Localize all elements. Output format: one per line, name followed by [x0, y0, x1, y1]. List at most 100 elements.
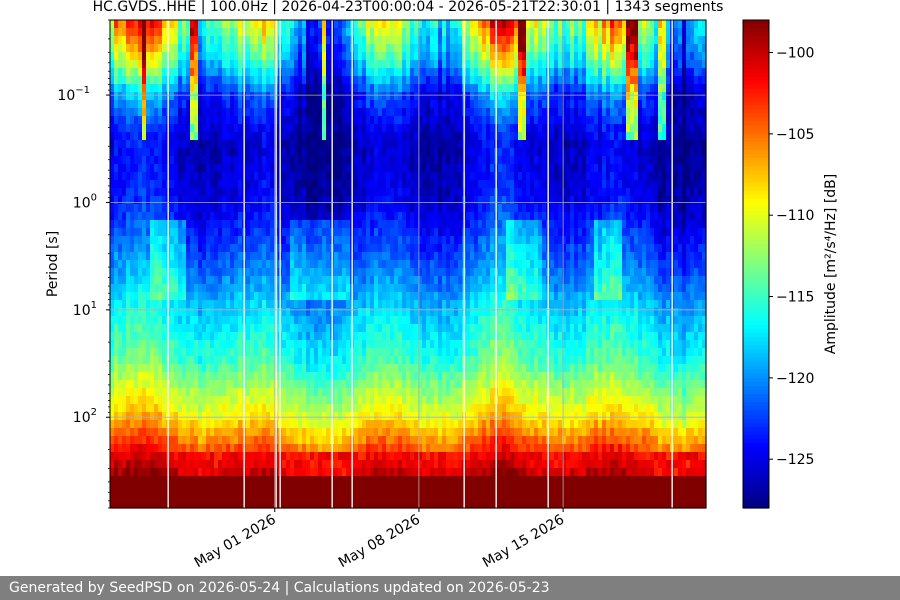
heatmap-cell — [130, 284, 135, 293]
heatmap-cell — [246, 164, 251, 173]
heatmap-cell — [222, 468, 227, 477]
heatmap-cell — [418, 28, 423, 37]
heatmap-cell — [286, 148, 291, 157]
heatmap-cell — [246, 180, 251, 189]
heatmap-cell — [334, 84, 339, 93]
heatmap-cell — [334, 316, 339, 325]
heatmap-cell — [370, 28, 375, 37]
heatmap-cell — [126, 52, 131, 61]
heatmap-cell — [302, 428, 307, 437]
heatmap-cell — [382, 20, 387, 29]
heatmap-cell — [398, 276, 403, 285]
heatmap-cell — [310, 20, 315, 29]
heatmap-cell — [362, 196, 367, 205]
heatmap-cell — [282, 484, 287, 493]
heatmap-cell — [410, 268, 415, 277]
heatmap-cell — [282, 36, 287, 45]
heatmap-cell — [386, 180, 391, 189]
heatmap-cell — [338, 132, 343, 141]
heatmap-cell — [298, 332, 303, 341]
heatmap-cell — [210, 396, 215, 405]
heatmap-cell — [286, 140, 291, 149]
heatmap-cell — [226, 388, 231, 397]
heatmap-cell — [226, 148, 231, 157]
heatmap-cell — [426, 140, 431, 149]
heatmap-cell — [210, 124, 215, 133]
heatmap-cell — [266, 172, 271, 181]
heatmap-cell — [226, 460, 231, 469]
heatmap-cell — [198, 244, 203, 253]
heatmap-cell — [302, 268, 307, 277]
heatmap-cell — [394, 388, 399, 397]
heatmap-cell — [410, 212, 415, 221]
heatmap-cell — [262, 180, 267, 189]
heatmap-cell — [118, 268, 123, 277]
heatmap-cell — [322, 36, 327, 45]
heatmap-cell — [370, 204, 375, 213]
heatmap-cell — [130, 180, 135, 189]
heatmap-cell — [258, 332, 263, 341]
heatmap-cell — [382, 156, 387, 165]
heatmap-cell — [254, 500, 259, 509]
heatmap-cell — [406, 332, 411, 341]
heatmap-cell — [434, 148, 439, 157]
heatmap-cell — [198, 444, 203, 453]
heatmap-cell — [434, 164, 439, 173]
heatmap-cell — [298, 148, 303, 157]
heatmap-cell — [258, 276, 263, 285]
heatmap-cell — [118, 20, 123, 29]
heatmap-cell — [130, 356, 135, 365]
heatmap-cell — [162, 260, 167, 269]
heatmap-cell — [270, 468, 275, 477]
heatmap-cell — [338, 220, 343, 229]
heatmap-cell — [306, 356, 311, 365]
heatmap-cell — [198, 340, 203, 349]
heatmap-cell — [378, 420, 383, 429]
heatmap-cell — [366, 348, 371, 357]
heatmap-cell — [266, 444, 271, 453]
heatmap-cell — [386, 420, 391, 429]
heatmap-cell — [210, 420, 215, 429]
heatmap-cell — [186, 492, 191, 501]
heatmap-cell — [122, 340, 127, 349]
heatmap-cell — [110, 204, 115, 213]
heatmap-cell — [126, 236, 131, 245]
heatmap-cell — [418, 20, 423, 29]
heatmap-cell — [238, 164, 243, 173]
heatmap-cell — [246, 492, 251, 501]
heatmap-cell — [158, 180, 163, 189]
heatmap-cell — [286, 236, 291, 245]
heatmap-cell — [382, 396, 387, 405]
heatmap-cell — [338, 468, 343, 477]
heatmap-cell — [226, 164, 231, 173]
heatmap-cell — [334, 364, 339, 373]
heatmap-cell — [150, 244, 155, 253]
heatmap-cell — [138, 268, 143, 277]
heatmap-cell — [410, 100, 415, 109]
heatmap-cell — [138, 124, 143, 133]
heatmap-cell — [322, 116, 327, 125]
heatmap-cell — [374, 284, 379, 293]
heatmap-cell — [282, 500, 287, 509]
heatmap-cell — [222, 52, 227, 61]
heatmap-cell — [290, 172, 295, 181]
heatmap-cell — [170, 220, 175, 229]
heatmap-cell — [382, 180, 387, 189]
heatmap-cell — [258, 52, 263, 61]
heatmap-cell — [138, 412, 143, 421]
heatmap-cell — [210, 364, 215, 373]
heatmap-cell — [150, 436, 155, 445]
heatmap-cell — [326, 84, 331, 93]
heatmap-cell — [170, 60, 175, 69]
heatmap-cell — [118, 420, 123, 429]
heatmap-cell — [414, 252, 419, 261]
heatmap-cell — [162, 468, 167, 477]
heatmap-cell — [170, 236, 175, 245]
heatmap-cell — [206, 116, 211, 125]
heatmap-cell — [318, 468, 323, 477]
heatmap-cell — [414, 492, 419, 501]
heatmap-cell — [154, 156, 159, 165]
heatmap-cell — [254, 484, 259, 493]
heatmap-cell — [290, 412, 295, 421]
heatmap-cell — [110, 228, 115, 237]
